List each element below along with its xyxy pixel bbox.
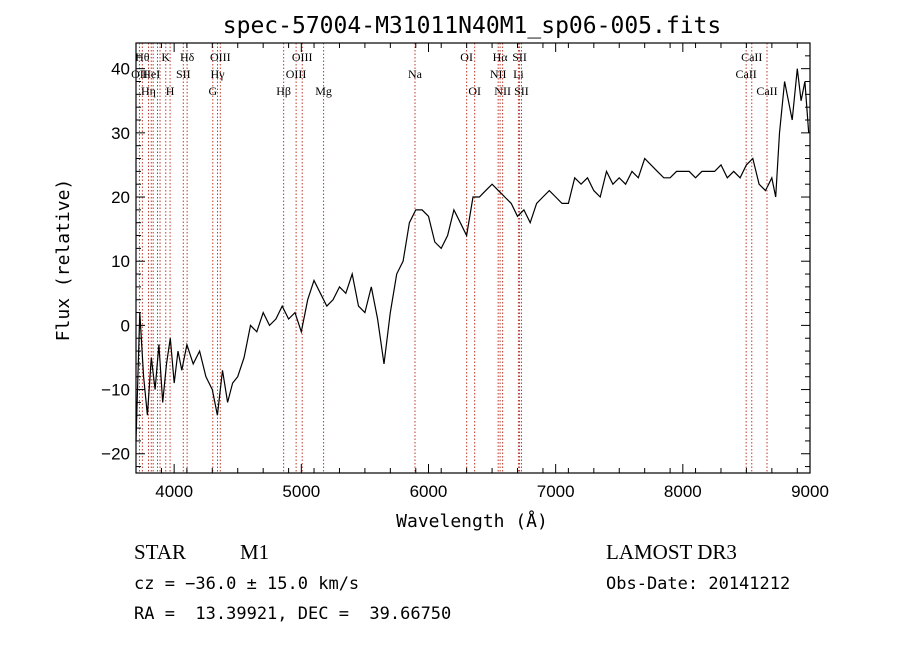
emission-line-labels: OIIHθHηHeIKHSIIHδGHγOIIIHβOIIIOIIIMgNaOI… [131,50,778,98]
y-tick-label-5: 30 [111,124,130,143]
x-tick-label-1: 5000 [282,482,320,501]
plot-frame [135,42,811,474]
line-label-10: Hδ [180,50,195,64]
line-label-12: Hγ [211,67,226,81]
y-axis-ticks: −20 −10 0 10 20 30 40 [101,55,810,468]
line-label-1: Hθ [135,50,150,64]
line-label-2: Hη [141,84,156,98]
line-label-9: SII [176,67,191,81]
line-label-7: K [161,50,170,64]
x-tick-label-0: 4000 [155,482,193,501]
line-label-24: Li [513,67,524,81]
line-label-18: Na [408,67,423,81]
observation-date: Obs-Date: 20141212 [606,574,791,594]
object-subclass: M1 [240,540,270,564]
line-label-27: CaII [735,67,756,81]
x-axis-ticks: 4000 5000 6000 7000 8000 9000 [135,43,829,501]
line-label-20: OI [468,84,481,98]
y-tick-label-0: −20 [101,445,130,464]
line-label-29: CaII [756,84,777,98]
line-label-0: OII [131,67,148,81]
object-class: STAR [134,540,186,564]
line-label-17: Mg [315,84,332,98]
line-label-13: OIII [210,50,231,64]
line-label-15: OIII [286,67,307,81]
y-tick-label-2: 0 [121,316,130,335]
line-label-8: H [166,84,175,98]
emission-line-markers [138,43,768,473]
line-label-14: Hβ [276,84,291,98]
line-label-23: NII [494,84,511,98]
x-tick-label-3: 7000 [537,482,575,501]
x-axis-label: Wavelength (Å) [396,510,548,532]
line-label-21: NII [490,67,507,81]
chart-title: spec-57004-M31011N40M1_sp06-005.fits [223,13,722,39]
line-label-11: G [208,84,217,98]
line-label-3: HeI [142,67,160,81]
y-tick-label-6: 40 [111,60,130,79]
line-label-22: Hα [493,50,509,64]
x-tick-label-2: 6000 [410,482,448,501]
line-label-19: OI [460,50,473,64]
survey-name: LAMOST DR3 [606,540,737,564]
redshift-velocity: cz = −36.0 ± 15.0 km/s [134,574,360,594]
y-tick-label-4: 20 [111,188,130,207]
spectrum-line [135,68,810,441]
y-tick-label-1: −10 [101,381,130,400]
y-tick-label-3: 10 [111,252,130,271]
line-label-16: OIII [292,50,313,64]
y-axis-label: Flux (relative) [53,179,74,342]
coordinates: RA = 13.39921, DEC = 39.66750 [134,604,452,624]
x-tick-label-5: 9000 [791,482,829,501]
x-tick-label-4: 8000 [664,482,702,501]
line-label-28: CaII [741,50,762,64]
line-label-26: SII [514,84,529,98]
line-label-25: SII [512,50,527,64]
